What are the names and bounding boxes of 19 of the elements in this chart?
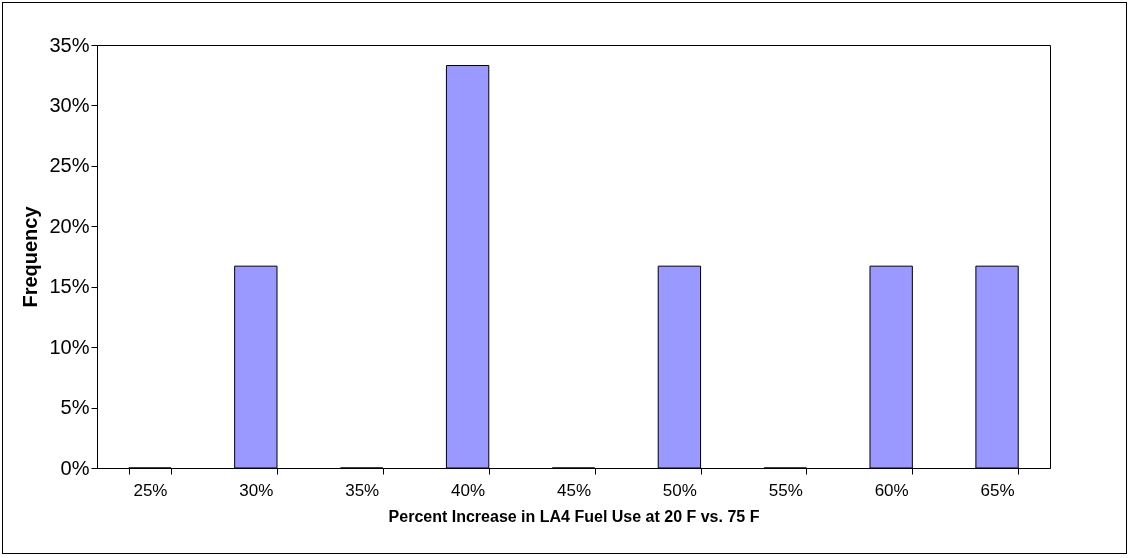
x-tick-label: 45% — [556, 480, 592, 500]
x-tick-label: 60% — [874, 480, 909, 500]
x-tick-label: 35% — [345, 480, 380, 500]
x-tick-label: 25% — [133, 480, 168, 500]
y-tick-label: 20% — [49, 214, 90, 237]
y-tick-label: 0% — [60, 456, 90, 479]
y-tick-label: 10% — [49, 335, 90, 358]
x-tick-label: 65% — [980, 480, 1015, 500]
x-tick-label: 40% — [451, 480, 486, 500]
y-tick-label: 5% — [60, 396, 90, 419]
y-tick-label: 25% — [49, 154, 90, 177]
x-axis-title: Percent Increase in LA4 Fuel Use at 20 F vs. 75 F — [388, 507, 760, 525]
x-tick-label: 55% — [768, 480, 803, 500]
y-tick-label: 35% — [49, 33, 90, 56]
y-tick-label: 30% — [49, 93, 90, 116]
y-tick-label: 15% — [49, 275, 90, 298]
x-tick-label: 50% — [662, 480, 697, 500]
x-tick-label: 30% — [239, 480, 274, 500]
y-axis-title: Frequency — [19, 205, 42, 308]
